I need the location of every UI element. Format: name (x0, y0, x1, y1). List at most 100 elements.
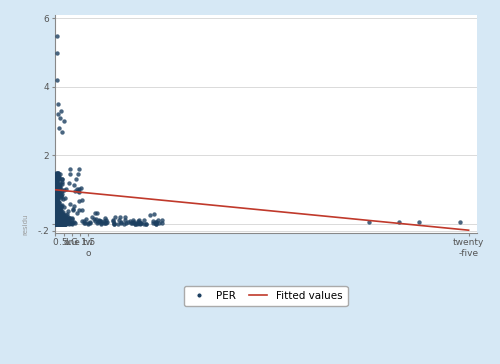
Point (52, 221, 60, 226)
Point (52, 220, 60, 226)
Point (128, 220, 136, 226)
Point (55, 220, 63, 226)
Point (55, 218, 63, 224)
Point (52, 220, 60, 226)
Point (54, 219, 62, 225)
Point (52, 219, 60, 225)
Point (52, 220, 60, 226)
Point (64, 218, 72, 224)
Point (52, 191, 60, 197)
Point (142, 221, 150, 227)
Point (52, 219, 60, 225)
Point (52, 181, 60, 186)
Point (56, 219, 64, 225)
Point (55, 221, 63, 226)
Point (56, 216, 64, 222)
Point (117, 219, 125, 225)
Point (62, 217, 70, 223)
Point (53, 205, 61, 211)
Point (53, 217, 61, 223)
Point (54, 221, 62, 227)
Point (52, 188, 60, 194)
Point (80, 220, 88, 226)
Point (54, 219, 62, 225)
Point (54, 215, 62, 221)
Point (60, 211, 68, 217)
Point (54, 221, 62, 226)
Point (52, 215, 60, 221)
Point (56, 221, 64, 226)
Point (62, 215, 70, 221)
Point (57, 221, 65, 227)
Point (53, 219, 61, 225)
Point (55, 125, 63, 131)
Point (52, 219, 60, 225)
Point (55, 221, 63, 227)
Point (52, 214, 60, 220)
Point (52, 219, 60, 225)
Point (54, 219, 62, 225)
Point (55, 219, 63, 225)
Point (53, 197, 61, 202)
Point (60, 219, 68, 225)
Point (52, 217, 60, 223)
Point (54, 220, 62, 226)
Point (56, 216, 64, 222)
Point (52, 220, 60, 226)
Point (52, 197, 60, 203)
Point (56, 217, 64, 223)
Point (52, 192, 60, 198)
Point (54, 221, 62, 226)
Point (54, 111, 62, 117)
Point (54, 219, 62, 225)
Point (52, 220, 60, 226)
Point (56, 221, 64, 227)
Point (52, 219, 60, 225)
Point (53, 221, 61, 227)
Point (52, 218, 60, 223)
Point (54, 221, 62, 227)
Point (110, 221, 118, 226)
Point (52, 220, 60, 226)
Point (58, 221, 66, 227)
Point (57, 218, 65, 224)
Point (58, 203, 66, 209)
Point (52, 176, 60, 182)
Point (58, 217, 66, 223)
Point (58, 220, 66, 226)
Point (54, 215, 62, 221)
Point (130, 219, 138, 225)
Point (61, 221, 69, 227)
Point (52, 220, 60, 226)
Point (84, 221, 92, 227)
Point (56, 219, 64, 225)
Point (52, 219, 60, 225)
Point (158, 221, 166, 226)
Point (53, 185, 61, 191)
Point (62, 221, 70, 227)
Point (52, 172, 60, 178)
Point (54, 219, 62, 225)
Point (52, 216, 60, 222)
Point (52, 195, 60, 201)
Point (54, 183, 62, 189)
Point (54, 220, 62, 226)
Point (61, 221, 69, 227)
Point (52, 199, 60, 205)
Point (54, 220, 62, 226)
Point (58, 221, 66, 226)
Point (55, 218, 63, 224)
Point (52, 221, 60, 227)
Point (52, 215, 60, 221)
Point (52, 219, 60, 225)
Point (52, 220, 60, 226)
Point (80, 220, 88, 226)
Point (52, 218, 60, 224)
Point (128, 219, 136, 225)
Point (52, 213, 60, 219)
Point (52, 220, 60, 226)
Point (52, 220, 60, 226)
Point (74, 189, 82, 195)
Point (52, 220, 60, 226)
Point (53, 216, 61, 222)
